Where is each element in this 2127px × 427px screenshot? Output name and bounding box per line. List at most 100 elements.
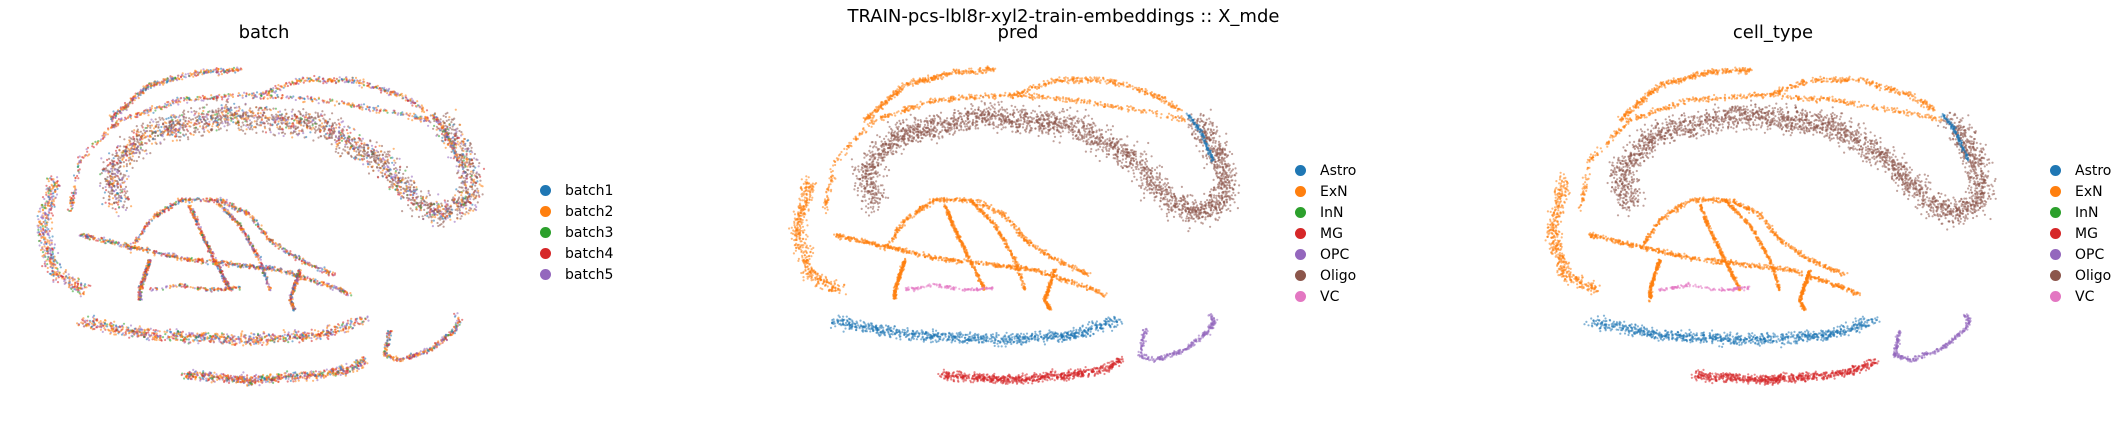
scatter-point — [44, 245, 46, 247]
scatter-point — [332, 131, 334, 133]
scatter-point — [459, 201, 461, 203]
scatter-point — [476, 159, 478, 161]
scatter-point — [107, 128, 109, 130]
scatter-point — [192, 76, 194, 78]
scatter-point — [178, 116, 180, 118]
scatter-point — [270, 88, 272, 90]
scatter-point — [318, 119, 320, 121]
scatter-point — [117, 169, 119, 171]
scatter-point — [461, 161, 463, 163]
scatter-point — [469, 186, 471, 188]
scatter-point — [393, 148, 395, 150]
scatter-point — [44, 225, 46, 227]
scatter-point — [373, 150, 375, 152]
scatter-point — [285, 113, 287, 115]
scatter-point — [352, 77, 354, 79]
scatter-point — [179, 139, 181, 141]
scatter-point — [379, 145, 381, 147]
scatter-point — [376, 150, 378, 152]
scatter-point — [405, 181, 407, 183]
scatter-point — [262, 97, 264, 99]
scatter-point — [374, 154, 376, 156]
scatter-point — [185, 117, 187, 119]
scatter-point — [217, 110, 219, 112]
scatter-point — [277, 117, 279, 119]
scatter-point — [203, 72, 205, 74]
scatter-point — [337, 119, 339, 121]
scatter-point — [263, 122, 265, 124]
scatter-point — [450, 132, 452, 134]
scatter-point — [400, 189, 402, 191]
scatter-point — [236, 67, 238, 69]
scatter-point — [221, 104, 223, 106]
scatter-point — [290, 127, 292, 129]
scatter-point — [265, 117, 267, 119]
scatter-point — [234, 264, 236, 266]
scatter-point — [302, 130, 304, 132]
scatter-point — [475, 195, 477, 197]
scatter-point — [80, 282, 82, 284]
scatter-point — [328, 135, 330, 137]
scatter-point — [232, 264, 234, 266]
scatter-point — [418, 105, 420, 107]
scatter-point — [386, 160, 388, 162]
scatter-point — [476, 188, 478, 190]
scatter-point — [423, 209, 425, 211]
scatter-point — [363, 144, 365, 146]
scatter-point — [242, 122, 244, 124]
scatter-point — [45, 252, 47, 254]
scatter-point — [411, 104, 413, 106]
scatter-point — [289, 122, 291, 124]
scatter-point — [142, 149, 144, 151]
scatter-point — [69, 196, 71, 198]
scatter-point — [218, 128, 220, 130]
scatter-point — [427, 203, 429, 205]
scatter-point — [438, 205, 440, 207]
scatter-point — [390, 177, 392, 179]
scatter-point — [285, 119, 287, 121]
scatter-point — [233, 67, 235, 69]
scatter-point — [207, 125, 209, 127]
scatter-point — [115, 198, 117, 200]
scatter-point — [331, 79, 333, 81]
scatter-point — [109, 198, 111, 200]
scatter-point — [239, 266, 241, 268]
scatter-point — [70, 288, 72, 290]
scatter-point — [184, 120, 186, 122]
scatter-point — [37, 227, 39, 229]
scatter-point — [350, 294, 352, 296]
scatter-point — [283, 119, 285, 121]
scatter-point — [147, 88, 149, 90]
scatter-point — [152, 138, 154, 140]
scatter-point — [103, 237, 105, 239]
scatter-point — [464, 183, 466, 185]
scatter-point — [300, 119, 302, 121]
scatter-point — [267, 122, 269, 124]
scatter-point — [218, 118, 220, 120]
scatter-point — [149, 83, 151, 85]
scatter-point — [447, 156, 449, 158]
scatter-point — [333, 128, 335, 130]
scatter-point — [99, 182, 101, 184]
scatter-point — [198, 112, 200, 114]
scatter-point — [376, 112, 378, 114]
scatter-point — [312, 127, 314, 129]
scatter-point — [285, 271, 287, 273]
scatter-point — [306, 77, 308, 79]
scatter-point — [399, 186, 401, 188]
scatter-point — [427, 125, 429, 127]
scatter-point — [442, 140, 444, 142]
scatter-point — [275, 97, 277, 99]
scatter-point — [323, 130, 325, 132]
scatter-point — [249, 119, 251, 121]
scatter-point — [459, 145, 461, 147]
scatter-point — [168, 126, 170, 128]
scatter-point — [418, 216, 420, 218]
scatter-point — [125, 245, 127, 247]
scatter-point — [321, 115, 323, 117]
scatter-point — [229, 110, 231, 112]
scatter-point — [177, 198, 179, 200]
scatter-point — [124, 188, 126, 190]
scatter-point — [114, 168, 116, 170]
scatter-point — [202, 100, 204, 102]
